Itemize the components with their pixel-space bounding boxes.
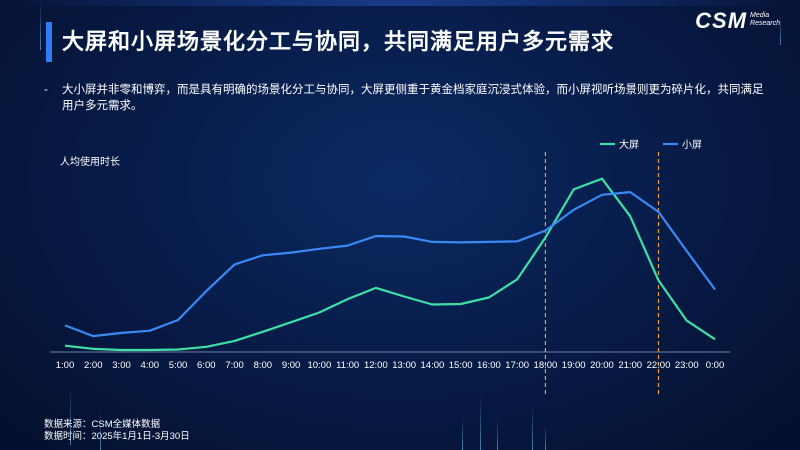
data-source: 数据来源：CSM全媒体数据: [44, 419, 161, 430]
x-tick-label: 13:00: [392, 360, 416, 371]
series-line-2: [64, 191, 716, 338]
x-tick-label: 23:00: [675, 360, 699, 371]
logo-subtext: Media Research: [750, 12, 780, 28]
series-layer: [64, 177, 716, 352]
x-tick-label: 22:00: [647, 360, 671, 371]
x-tick-label: 10:00: [307, 360, 331, 371]
x-tick-label: 5:00: [169, 360, 188, 371]
x-tick-label: 2:00: [84, 360, 103, 371]
x-tick-label: 11:00: [336, 360, 359, 371]
logo-sub-line1: Media: [750, 12, 770, 19]
bullet-dash: -: [44, 84, 48, 96]
decor-streak: [462, 415, 463, 450]
x-tick-label: 9:00: [282, 360, 301, 371]
x-tick-label: 12:00: [364, 360, 388, 371]
decor-streak: [497, 420, 498, 450]
decor-streak: [100, 410, 101, 450]
logo-sub-line2: Research: [750, 20, 780, 27]
legend: 大屏 小屏: [600, 138, 702, 151]
x-tick-label: 21:00: [618, 360, 642, 371]
x-tick-label: 18:00: [534, 360, 558, 371]
x-tick-labels: 1:00 2:00 3:00 4:00 5:00 6:00 7:00 8:00 9:00 10:0…: [56, 360, 725, 371]
decor-streak: [480, 395, 481, 450]
x-tick-label: 20:00: [590, 360, 614, 371]
x-tick-label: 3:00: [112, 360, 131, 371]
x-tick-label: 14:00: [421, 360, 445, 371]
x-tick-label: 8:00: [254, 360, 273, 371]
x-tick-label: 15:00: [449, 360, 473, 371]
x-tick-label: 7:00: [225, 360, 244, 371]
top-glow-bar: [0, 0, 800, 6]
x-tick-label: 19:00: [562, 360, 586, 371]
data-period: 数据时间：2025年1月1日-3月30日: [44, 431, 190, 442]
x-tick-label: 17:00: [505, 360, 529, 371]
decor-streak: [40, 0, 41, 50]
legend-label-2: 小屏: [682, 139, 702, 151]
y-axis-label: 人均使用时长: [60, 155, 120, 168]
x-tick-label: 16:00: [477, 360, 501, 371]
footer-notes: 数据来源：CSM全媒体数据 数据时间：2025年1月1日-3月30日: [44, 419, 190, 443]
page-title: 大屏和小屏场景化分工与协同，共同满足用户多元需求: [62, 29, 615, 54]
logo-wordmark: CSM: [695, 8, 748, 33]
x-tick-label: 4:00: [141, 360, 160, 371]
bullet-text: 大小屏并非零和博弈，而是具有明确的场景化分工与协同，大屏更侧重于黄金档家庭沉浸式…: [62, 84, 764, 112]
highlight-lines: [544, 152, 660, 395]
decor-streak: [532, 405, 533, 450]
csm-logo: CSM Media Research: [695, 8, 780, 34]
series-line-1: [64, 177, 716, 352]
x-tick-label: 6:00: [197, 360, 216, 371]
title-accent-bar: [46, 22, 52, 62]
decor-streak: [70, 385, 71, 445]
decor-streak: [545, 425, 546, 450]
bullet-point: - 大小屏并非零和博弈，而是具有明确的场景化分工与协同，大屏更侧重于黄金档家庭沉…: [44, 82, 774, 114]
legend-label-1: 大屏: [619, 138, 639, 151]
decor-streak: [780, 15, 781, 45]
x-tick-label: 1:00: [56, 360, 75, 371]
x-tick-label: 0:00: [706, 360, 725, 371]
